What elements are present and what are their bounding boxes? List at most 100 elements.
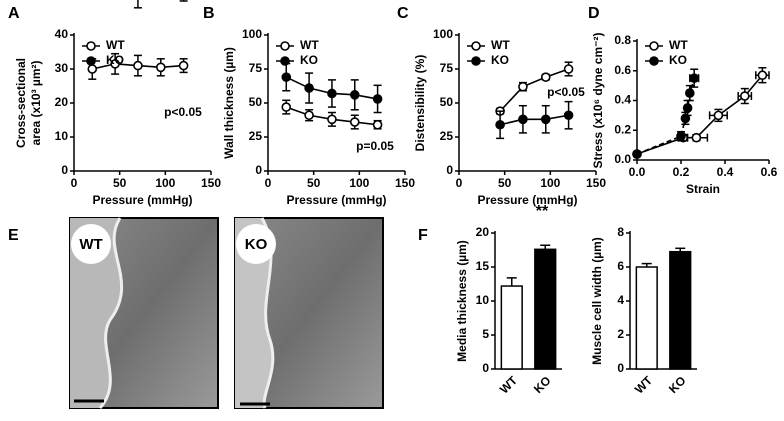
point [713, 110, 724, 121]
y-tick-label: 6 [617, 259, 624, 273]
point [684, 88, 695, 98]
x-axis-label: Pressure (mmHg) [92, 193, 192, 207]
y-tick-label: 20 [476, 225, 490, 239]
y-tick-label: 0 [617, 361, 624, 375]
x-tick-label: 150 [201, 176, 221, 190]
y-tick-label: 10 [476, 293, 490, 307]
y-axis-label: Stress (x10⁶ dyne cm⁻²) [591, 33, 605, 169]
legend-marker [280, 41, 290, 51]
panel-letter: C [397, 5, 409, 22]
point [304, 110, 314, 121]
point [155, 62, 166, 73]
y-tick-label: 0 [61, 163, 68, 177]
y-tick-label: 75 [249, 61, 263, 75]
y-axis-label: Cross-sectional [14, 58, 28, 148]
legend-label: KO [106, 53, 124, 67]
y-axis-label: Wall thickness (µm) [222, 47, 236, 159]
chart-panel: A 0 10 20 30 40 0 50 100 150 Pressure (mmHg) Cross-… [8, 0, 221, 207]
panel-letter: A [8, 5, 20, 22]
point [372, 94, 383, 104]
y-tick-label: 8 [617, 225, 624, 239]
y-tick-label: 100 [433, 27, 453, 41]
x-tick-label: 0.6 [761, 165, 778, 179]
chart-panel: F 0 5 10 15 20 Media thickness (µm) ** WT KO [418, 203, 562, 397]
point [563, 110, 574, 121]
y-tick-label: 0.6 [614, 63, 631, 77]
y-axis-label: area (x10³ µm²) [29, 61, 43, 146]
legend-label: KO [300, 53, 318, 67]
chart-panel: C 0 25 50 75 100 0 50 100 150 Pressure (mmHg) Diste… [397, 5, 606, 207]
label-disc [236, 224, 276, 264]
point [682, 103, 693, 113]
point [327, 88, 337, 99]
y-tick-label: 0.0 [614, 152, 631, 166]
point [632, 149, 642, 159]
point [518, 114, 528, 125]
label-disc [71, 224, 111, 264]
series-line [499, 114, 569, 126]
point [739, 91, 750, 101]
y-tick-label: 0.8 [614, 33, 631, 47]
point [281, 102, 292, 112]
x-tick-label: KO [666, 373, 689, 396]
y-tick-label: 20 [55, 95, 69, 109]
legend-label: KO [491, 53, 509, 67]
image-label: KO [245, 236, 268, 253]
point [87, 64, 98, 74]
x-tick-label: 100 [540, 176, 560, 190]
x-tick-label: 100 [155, 176, 175, 190]
point [495, 119, 505, 130]
point [349, 117, 360, 127]
point [691, 132, 702, 143]
y-tick-label: 0.4 [614, 93, 631, 107]
y-tick-label: 15 [476, 259, 490, 273]
point [540, 72, 551, 82]
point [178, 60, 189, 71]
x-tick-label: WT [497, 373, 521, 397]
x-tick-label: 100 [349, 176, 369, 190]
y-tick-label: 100 [242, 27, 262, 41]
point [304, 83, 314, 93]
panel-e: E WT KO [8, 217, 384, 409]
panel-letter: D [588, 5, 600, 22]
series-line [499, 68, 569, 112]
legend-marker [280, 56, 290, 66]
image-label: WT [79, 236, 102, 253]
legend-marker [86, 56, 96, 66]
x-tick-label: 150 [395, 176, 415, 190]
legend-marker [471, 41, 481, 51]
y-axis-label: Distensibility (%) [413, 55, 427, 152]
legend-marker [471, 56, 481, 66]
point [327, 114, 337, 125]
x-tick-label: WT [632, 373, 656, 397]
x-tick-label: 50 [498, 176, 512, 190]
point [680, 113, 691, 124]
point [757, 70, 768, 81]
x-tick-label: KO [531, 373, 554, 396]
x-tick-label: 0 [71, 176, 78, 190]
series-line [636, 74, 764, 155]
y-tick-label: 2 [617, 327, 624, 341]
point [563, 64, 574, 74]
annotation: p=0.05 [356, 139, 394, 153]
y-tick-label: 50 [249, 95, 263, 109]
x-tick-label: 0.2 [673, 165, 690, 179]
legend-marker [86, 41, 96, 51]
y-tick-label: 75 [440, 61, 454, 75]
panel-letter: F [418, 227, 428, 244]
elastic-lamina [98, 217, 123, 409]
point [110, 59, 120, 69]
y-tick-label: 10 [55, 129, 69, 143]
bar [635, 266, 658, 370]
point [518, 81, 528, 92]
point [281, 72, 292, 82]
point [540, 114, 551, 125]
point [349, 90, 360, 100]
panel-letter: E [8, 227, 19, 244]
y-tick-label: 25 [249, 129, 263, 143]
x-tick-label: 50 [307, 176, 321, 190]
y-tick-label: 4 [617, 293, 624, 307]
legend-label: WT [669, 38, 688, 52]
chart-panel: B 0 25 50 75 100 0 50 100 150 Pressure (mmHg) Wall … [203, 5, 415, 207]
x-axis-label: Pressure (mmHg) [477, 193, 577, 207]
